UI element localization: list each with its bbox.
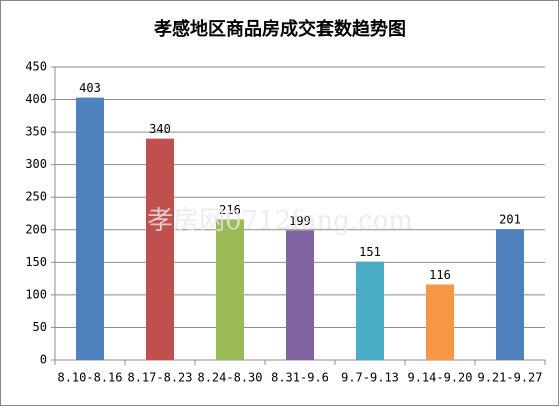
data-label: 199 bbox=[289, 214, 311, 228]
y-tick-label: 400 bbox=[25, 92, 47, 106]
data-label: 403 bbox=[79, 81, 101, 95]
bar bbox=[146, 138, 174, 360]
bar bbox=[286, 230, 314, 360]
y-tick-label: 300 bbox=[25, 157, 47, 171]
y-tick-label: 250 bbox=[25, 190, 47, 204]
y-tick-label: 50 bbox=[33, 320, 47, 334]
bar bbox=[356, 261, 384, 360]
y-tick-label: 450 bbox=[25, 60, 47, 74]
y-tick-label: 100 bbox=[25, 287, 47, 301]
x-tick-label: 8.10-8.16 bbox=[57, 371, 122, 385]
x-tick-label: 8.24-8.30 bbox=[197, 371, 262, 385]
watermark: 孝房网0712fang.com bbox=[147, 206, 413, 236]
bar bbox=[216, 219, 244, 360]
chart-title: 孝感地区商品房成交套数趋势图 bbox=[153, 18, 406, 40]
x-tick-label: 9.14-9.20 bbox=[407, 371, 472, 385]
x-tick-label: 9.21-9.27 bbox=[477, 371, 542, 385]
x-tick-label: 9.7-9.13 bbox=[341, 371, 399, 385]
y-tick-label: 200 bbox=[25, 222, 47, 236]
data-label: 340 bbox=[149, 122, 171, 136]
y-tick-label: 350 bbox=[25, 125, 47, 139]
y-tick-label: 150 bbox=[25, 255, 47, 269]
bar bbox=[76, 97, 104, 360]
bar bbox=[426, 284, 454, 360]
y-tick-label: 0 bbox=[40, 353, 47, 367]
x-tick-label: 8.17-8.23 bbox=[127, 371, 192, 385]
x-tick-label: 8.31-9.6 bbox=[271, 371, 329, 385]
data-label: 216 bbox=[219, 203, 241, 217]
data-label: 151 bbox=[359, 245, 381, 259]
data-label: 116 bbox=[429, 268, 451, 282]
data-label: 201 bbox=[499, 213, 521, 227]
bar bbox=[496, 229, 524, 360]
